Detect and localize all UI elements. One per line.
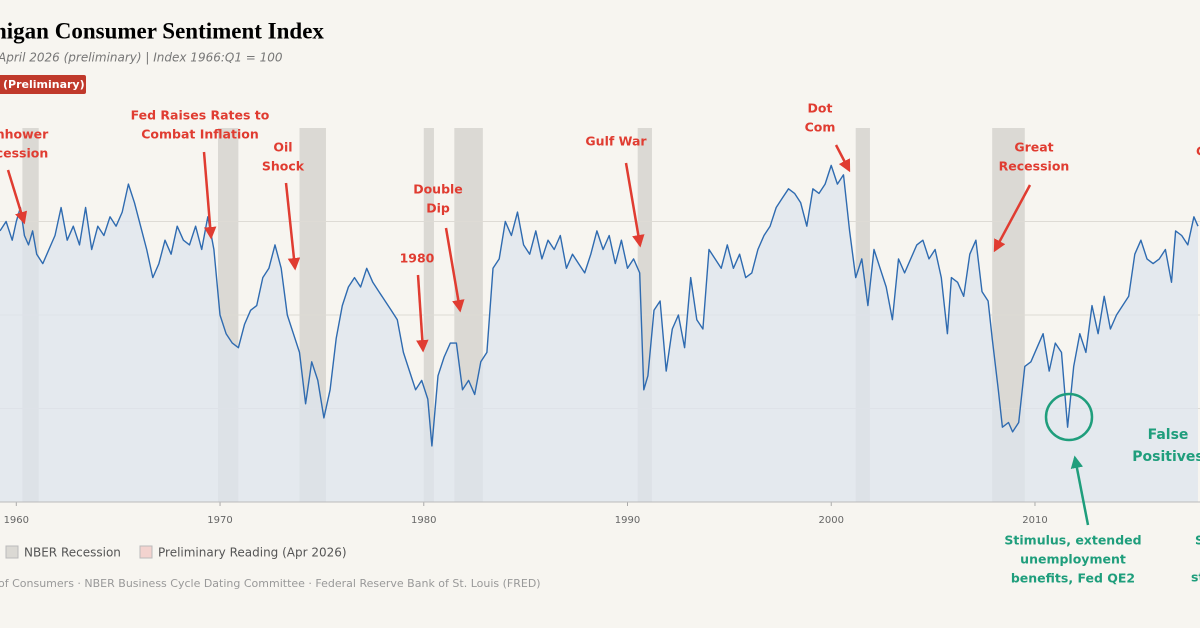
subtitle: April 2026 (preliminary) | Index 1966:Q1… bbox=[0, 51, 283, 65]
x-tick-label: 1970 bbox=[207, 515, 232, 526]
annotation: Dip bbox=[426, 201, 450, 216]
annotation: Stimulus, extended bbox=[1004, 533, 1141, 548]
source: of Consumers · NBER Business Cycle Datin… bbox=[0, 577, 541, 590]
annotation: Shock bbox=[262, 159, 305, 174]
annotation: S bbox=[1195, 533, 1200, 548]
annotation: cession bbox=[0, 146, 48, 161]
annotation: Oil bbox=[273, 140, 292, 155]
annotation: Positives bbox=[1132, 449, 1200, 465]
badge-bg bbox=[0, 75, 86, 94]
annotation: Recession bbox=[999, 159, 1070, 174]
annotation-arrow bbox=[416, 274, 429, 353]
chart-title: higan Consumer Sentiment Index bbox=[0, 18, 324, 43]
x-tick-label: 1960 bbox=[4, 515, 29, 526]
x-tick-label: 1980 bbox=[411, 515, 436, 526]
x-tick-label: 2000 bbox=[819, 515, 844, 526]
annotation: Double bbox=[413, 182, 463, 197]
annotation: nhower bbox=[0, 127, 49, 142]
annotation: st bbox=[1191, 570, 1200, 585]
annotation: unemployment bbox=[1020, 552, 1126, 567]
annotation: Combat Inflation bbox=[141, 127, 259, 142]
annotation: Dot bbox=[808, 101, 833, 116]
legend-label: Preliminary Reading (Apr 2026) bbox=[158, 546, 347, 560]
x-tick-label: 2010 bbox=[1022, 515, 1047, 526]
legend-label: NBER Recession bbox=[24, 546, 121, 560]
annotation: Gulf War bbox=[585, 134, 647, 149]
x-tick-label: 1990 bbox=[615, 515, 640, 526]
annotation: Fed Raises Rates to bbox=[131, 108, 270, 123]
annotation: benefits, Fed QE2 bbox=[1011, 571, 1135, 586]
annotation: C bbox=[1196, 144, 1200, 159]
annotation-arrow bbox=[834, 144, 851, 173]
sentiment-line bbox=[0, 164, 1199, 447]
annotation-arrow bbox=[284, 182, 301, 271]
legend-swatch bbox=[5, 545, 19, 559]
annotation-arrow bbox=[6, 169, 28, 225]
area bbox=[0, 165, 1198, 502]
legend-swatch bbox=[139, 545, 153, 559]
annotation: False bbox=[1148, 427, 1189, 443]
annotation-arrow bbox=[993, 184, 1032, 253]
annotation: 1980 bbox=[400, 251, 435, 266]
annotation-arrow bbox=[202, 151, 217, 240]
annotation-arrow bbox=[444, 227, 465, 313]
annotation: Great bbox=[1014, 140, 1053, 155]
annotation-arrow bbox=[624, 162, 645, 248]
highlight-circle bbox=[1044, 392, 1094, 442]
annotation-arrow bbox=[1070, 455, 1090, 526]
plot: 1960 1970 1980 1990 2000 2010 NBER Recession Pr… bbox=[0, 128, 1200, 560]
badge: (Preliminary) bbox=[3, 78, 85, 91]
annotation: Com bbox=[805, 120, 836, 135]
